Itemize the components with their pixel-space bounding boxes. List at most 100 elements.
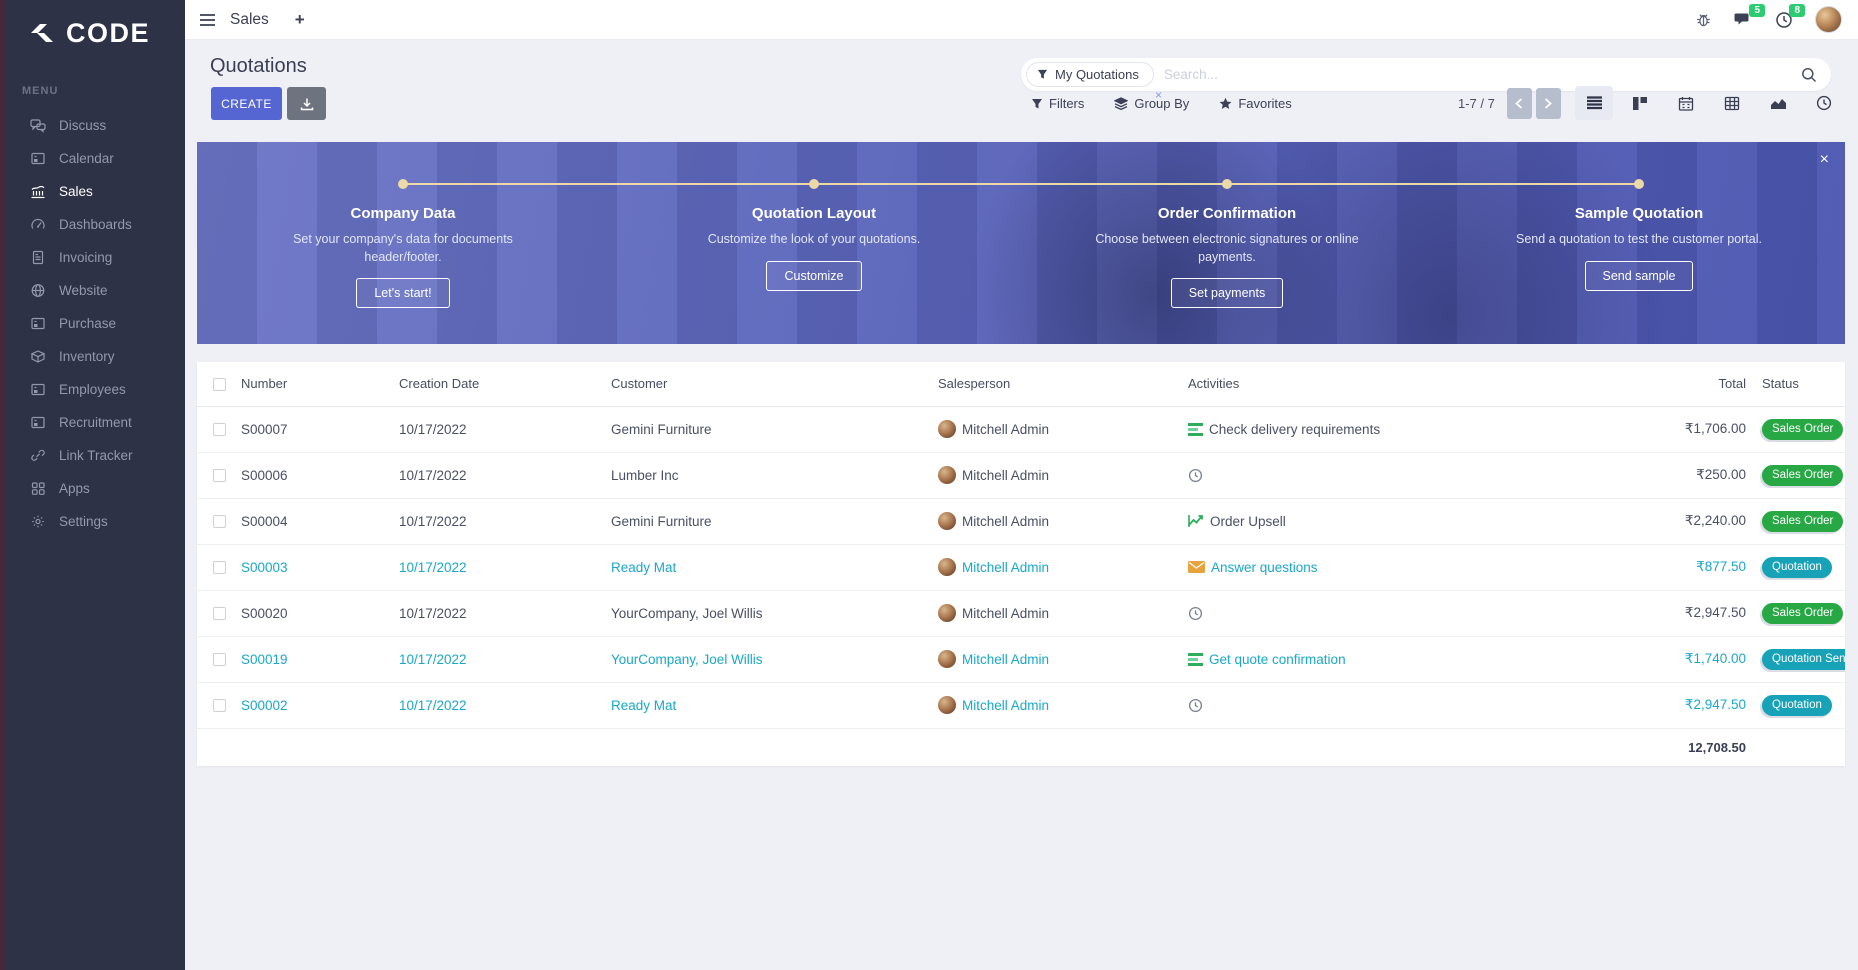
cell-total: ₹2,947.50 <box>1643 590 1748 637</box>
onboarding-step-sample-quotation: Sample Quotation Send a quotation to tes… <box>1489 205 1789 291</box>
create-button[interactable]: CREATE <box>211 87 282 120</box>
salesperson-avatar <box>938 466 956 484</box>
column-header-salesperson[interactable]: Salesperson <box>938 362 1188 407</box>
group-by-button[interactable]: Group By <box>1114 96 1189 111</box>
table-row[interactable]: S00003 10/17/2022 Ready Mat Mitchell Adm… <box>197 544 1845 591</box>
kanban-view-button[interactable] <box>1621 86 1659 120</box>
lets-start-button[interactable]: Let's start! <box>356 278 450 308</box>
tab-sales[interactable]: Sales <box>230 10 269 28</box>
column-header-activities[interactable]: Activities <box>1188 362 1643 407</box>
sidebar-item-label: Dashboards <box>59 217 132 232</box>
salesperson-avatar <box>938 696 956 714</box>
onboarding-step-order-confirmation: Order Confirmation Choose between electr… <box>1077 205 1377 308</box>
sidebar-item-label: Link Tracker <box>59 448 133 463</box>
sidebar-item-label: Settings <box>59 514 108 529</box>
graph-view-button[interactable] <box>1759 86 1797 120</box>
onboarding-step-quotation-layout: Quotation Layout Customize the look of y… <box>664 205 964 291</box>
sidebar-item-purchase[interactable]: Purchase <box>5 307 185 340</box>
calendar-view-button[interactable] <box>1667 86 1705 120</box>
pager-next-button[interactable] <box>1535 88 1561 119</box>
table-row[interactable]: S00020 10/17/2022 YourCompany, Joel Will… <box>197 590 1845 637</box>
sidebar-item-discuss[interactable]: Discuss <box>5 109 185 142</box>
search-bar[interactable]: My Quotations × <box>1021 58 1831 102</box>
messages-icon[interactable]: 5 <box>1734 4 1765 28</box>
user-avatar[interactable] <box>1815 6 1842 33</box>
sidebar-item-website[interactable]: Website <box>5 274 185 307</box>
activity-view-button[interactable] <box>1805 86 1843 120</box>
chart-activity-icon[interactable] <box>1188 514 1204 528</box>
sidebar-item-settings[interactable]: Settings <box>5 505 185 538</box>
table-row[interactable]: S00006 10/17/2022 Lumber Inc Mitchell Ad… <box>197 452 1845 499</box>
list-view-button[interactable] <box>1575 86 1613 120</box>
filters-button[interactable]: Filters <box>1031 96 1084 111</box>
search-facet-my-quotations[interactable]: My Quotations <box>1026 62 1154 87</box>
column-header-customer[interactable]: Customer <box>611 362 938 407</box>
set-payments-button[interactable]: Set payments <box>1170 278 1284 308</box>
favorites-button[interactable]: Favorites <box>1219 96 1292 111</box>
cell-total: ₹1,740.00 <box>1643 636 1748 683</box>
banner-close-icon[interactable]: × <box>1819 151 1829 168</box>
cell-date: 10/17/2022 <box>399 636 611 683</box>
sidebar-item-recruitment[interactable]: Recruitment <box>5 406 185 439</box>
sidebar-item-apps[interactable]: Apps <box>5 472 185 505</box>
table-row[interactable]: S00004 10/17/2022 Gemini Furniture Mitch… <box>197 498 1845 545</box>
filter-funnel-icon <box>1037 69 1048 79</box>
table-row[interactable]: S00007 10/17/2022 Gemini Furniture Mitch… <box>197 406 1845 453</box>
new-tab-button[interactable]: + <box>294 9 305 29</box>
cell-customer: Ready Mat <box>611 544 938 591</box>
envelope-activity-icon[interactable] <box>1188 561 1205 573</box>
row-checkbox[interactable] <box>212 469 226 483</box>
cell-date: 10/17/2022 <box>399 682 611 729</box>
sidebar-item-sales[interactable]: Sales <box>5 175 185 208</box>
pivot-view-button[interactable] <box>1713 86 1751 120</box>
column-header-status[interactable]: Status <box>1748 362 1845 407</box>
hamburger-menu-icon[interactable] <box>199 13 216 27</box>
row-checkbox[interactable] <box>212 699 226 713</box>
search-input[interactable] <box>1153 67 1801 82</box>
tasks-activity-icon[interactable] <box>1188 422 1203 436</box>
sidebar-item-dashboards[interactable]: Dashboards <box>5 208 185 241</box>
send-sample-button[interactable]: Send sample <box>1584 260 1694 291</box>
sidebar-item-inventory[interactable]: Inventory <box>5 340 185 373</box>
sidebar-item-label: Purchase <box>59 316 117 331</box>
table-row[interactable]: S00002 10/17/2022 Ready Mat Mitchell Adm… <box>197 682 1845 729</box>
clock-activity-icon[interactable] <box>1188 606 1203 621</box>
clock-activity-icon[interactable] <box>1188 468 1203 483</box>
status-badge: Sales Order <box>1762 602 1844 624</box>
brand-logo[interactable]: CODE <box>5 0 185 49</box>
sidebar-item-link-tracker[interactable]: Link Tracker <box>5 439 185 472</box>
sidebar-item-employees[interactable]: Employees <box>5 373 185 406</box>
sidebar: CODE MENU Discuss Calendar Sales Dashboa… <box>0 0 185 970</box>
customize-button[interactable]: Customize <box>766 260 862 291</box>
facet-remove-icon[interactable]: × <box>1155 88 1163 102</box>
row-checkbox[interactable] <box>212 423 226 437</box>
cell-customer: Ready Mat <box>611 682 938 729</box>
salesperson-avatar <box>938 558 956 576</box>
table-row[interactable]: S00019 10/17/2022 YourCompany, Joel Will… <box>197 636 1845 683</box>
sidebar-item-invoicing[interactable]: Invoicing <box>5 241 185 274</box>
table-header-row: Number Creation Date Customer Salesperso… <box>197 362 1845 407</box>
activities-count-badge: 8 <box>1789 3 1805 17</box>
select-all-checkbox[interactable] <box>212 378 226 392</box>
cell-number: S00019 <box>241 636 399 683</box>
timeline-dot <box>398 179 408 189</box>
pager-previous-button[interactable] <box>1506 88 1532 119</box>
sidebar-item-label: Sales <box>59 184 93 199</box>
onboarding-timeline <box>403 183 1639 185</box>
row-checkbox[interactable] <box>212 607 226 621</box>
column-header-creation-date[interactable]: Creation Date <box>399 362 611 407</box>
activities-clock-icon[interactable]: 8 <box>1775 3 1805 29</box>
row-checkbox[interactable] <box>212 561 226 575</box>
debug-bug-icon[interactable] <box>1695 11 1712 28</box>
clock-activity-icon[interactable] <box>1188 698 1203 713</box>
tasks-activity-icon[interactable] <box>1188 652 1203 666</box>
cell-total: ₹1,706.00 <box>1643 406 1748 453</box>
export-download-button[interactable] <box>287 87 326 120</box>
column-header-number[interactable]: Number <box>241 362 399 407</box>
row-checkbox[interactable] <box>212 515 226 529</box>
sidebar-item-calendar[interactable]: Calendar <box>5 142 185 175</box>
row-checkbox[interactable] <box>212 653 226 667</box>
search-icon[interactable] <box>1801 67 1817 83</box>
cell-date: 10/17/2022 <box>399 544 611 591</box>
column-header-total[interactable]: Total <box>1643 362 1748 407</box>
